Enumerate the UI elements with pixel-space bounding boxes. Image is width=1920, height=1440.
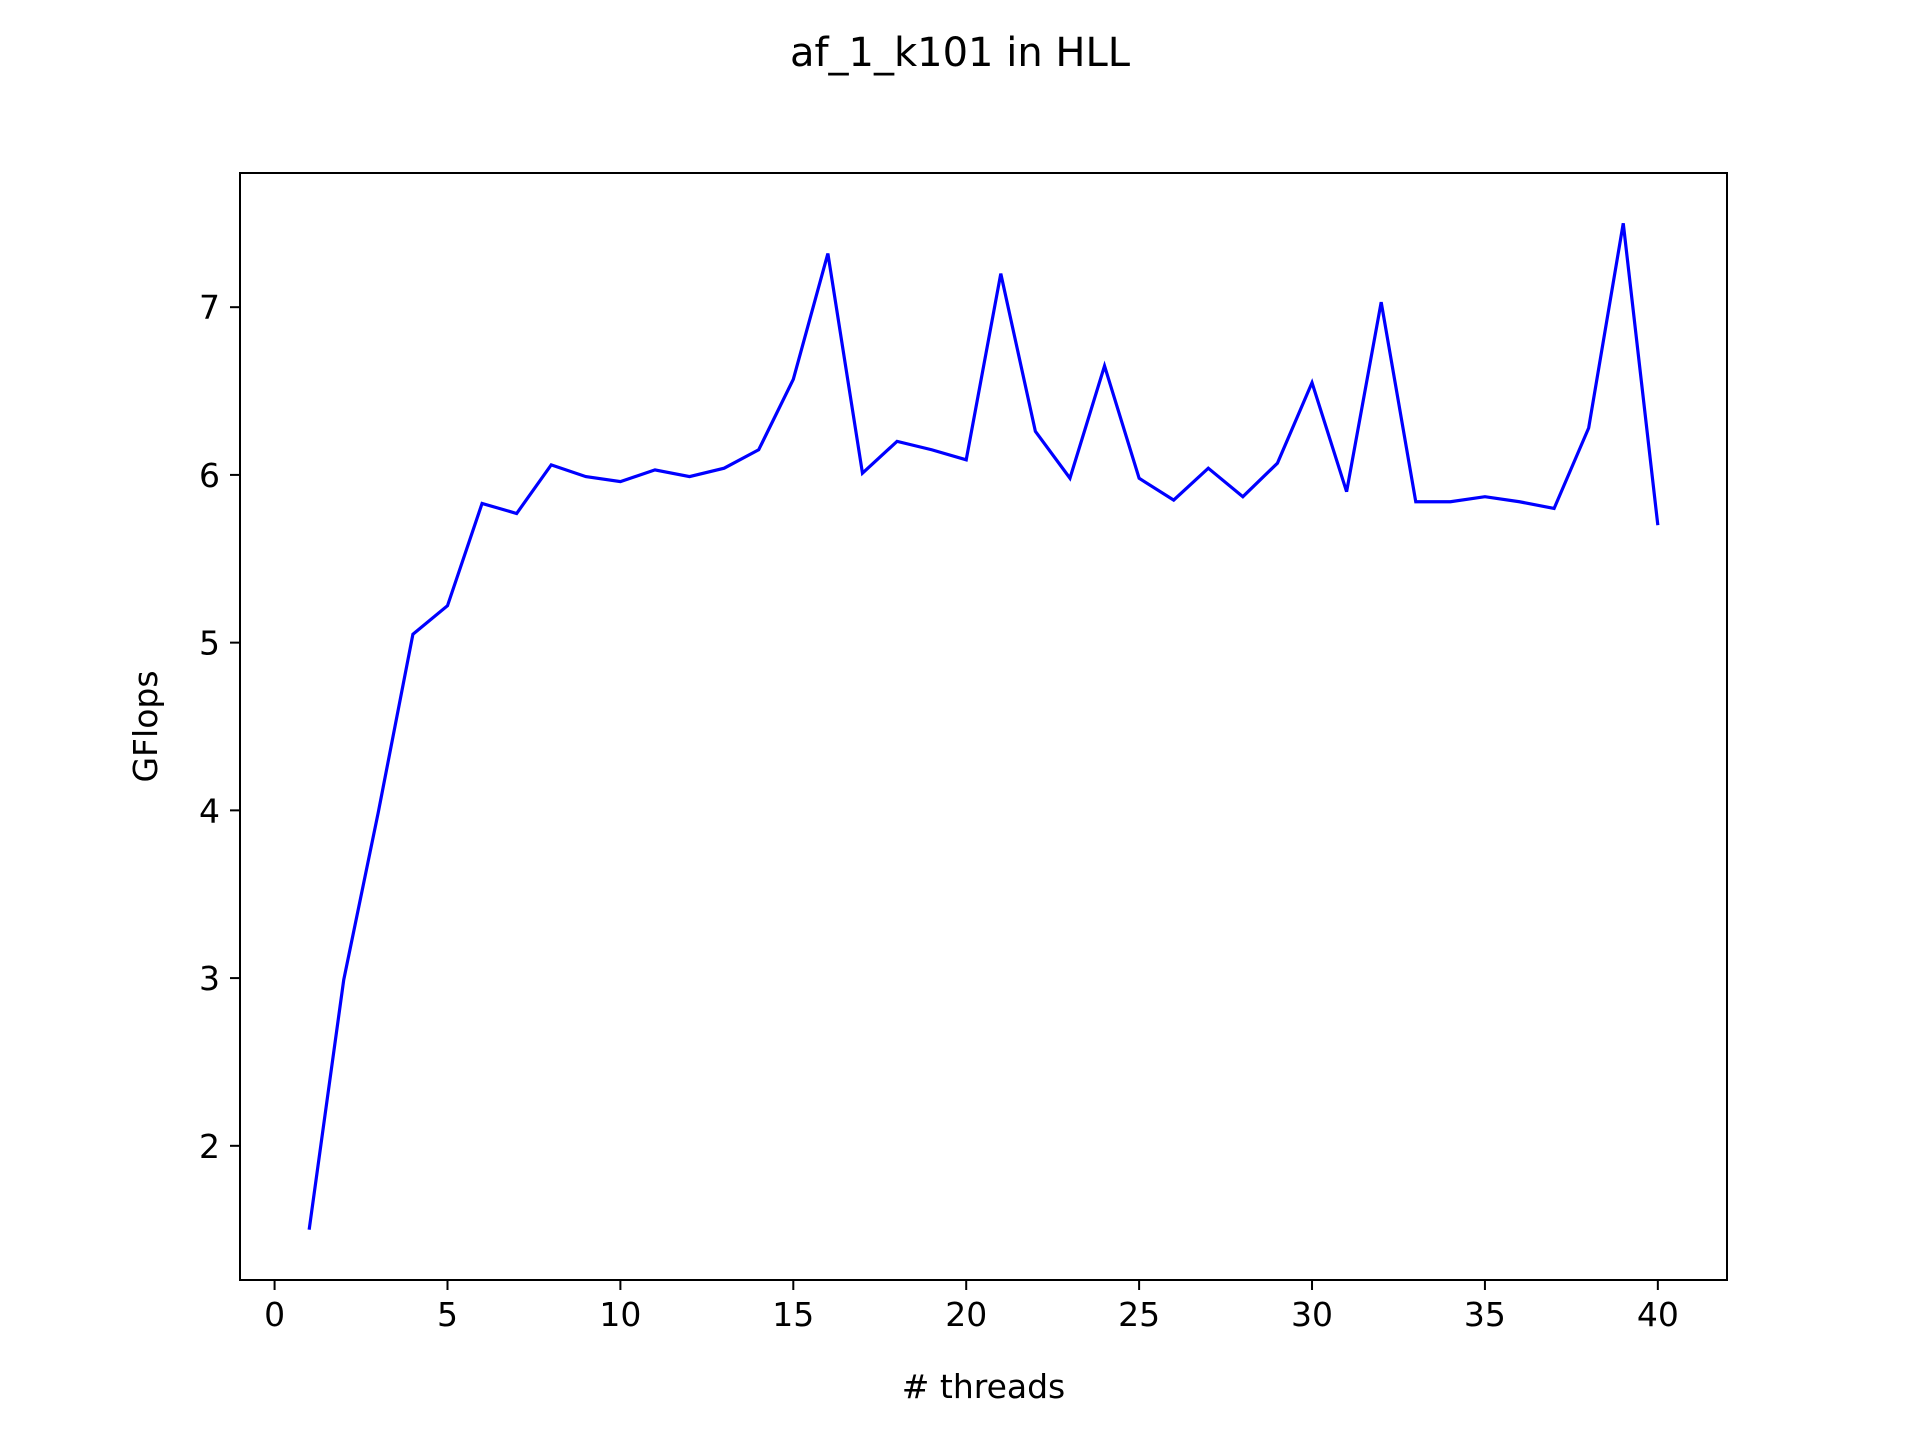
x-tick-label: 5 (437, 1295, 458, 1334)
x-tick-label: 35 (1464, 1295, 1506, 1334)
y-tick-label: 5 (199, 624, 220, 663)
x-tick-label: 15 (772, 1295, 814, 1334)
y-tick-label: 3 (199, 959, 220, 998)
y-tick-label: 4 (199, 791, 220, 830)
y-axis-title: GFlops (126, 670, 165, 782)
x-axis: 0 5 10 15 20 25 30 35 40 (264, 1280, 1679, 1334)
x-tick-label: 40 (1637, 1295, 1679, 1334)
x-tick-label: 25 (1118, 1295, 1160, 1334)
y-tick-label: 6 (199, 456, 220, 495)
x-axis-title: # threads (902, 1367, 1066, 1406)
plot-area (239, 172, 1728, 1281)
y-tick-label: 2 (199, 1127, 220, 1166)
x-tick-label: 10 (599, 1295, 641, 1334)
chart-title: af_1_k101 in HLL (790, 30, 1131, 76)
y-tick-label: 7 (199, 288, 220, 327)
y-axis: 2 3 4 5 6 7 (199, 288, 240, 1166)
x-tick-label: 0 (264, 1295, 285, 1334)
x-tick-label: 20 (945, 1295, 987, 1334)
data-line-gflops (307, 223, 1660, 1230)
axes-frame (239, 172, 1728, 1281)
x-tick-label: 30 (1291, 1295, 1333, 1334)
